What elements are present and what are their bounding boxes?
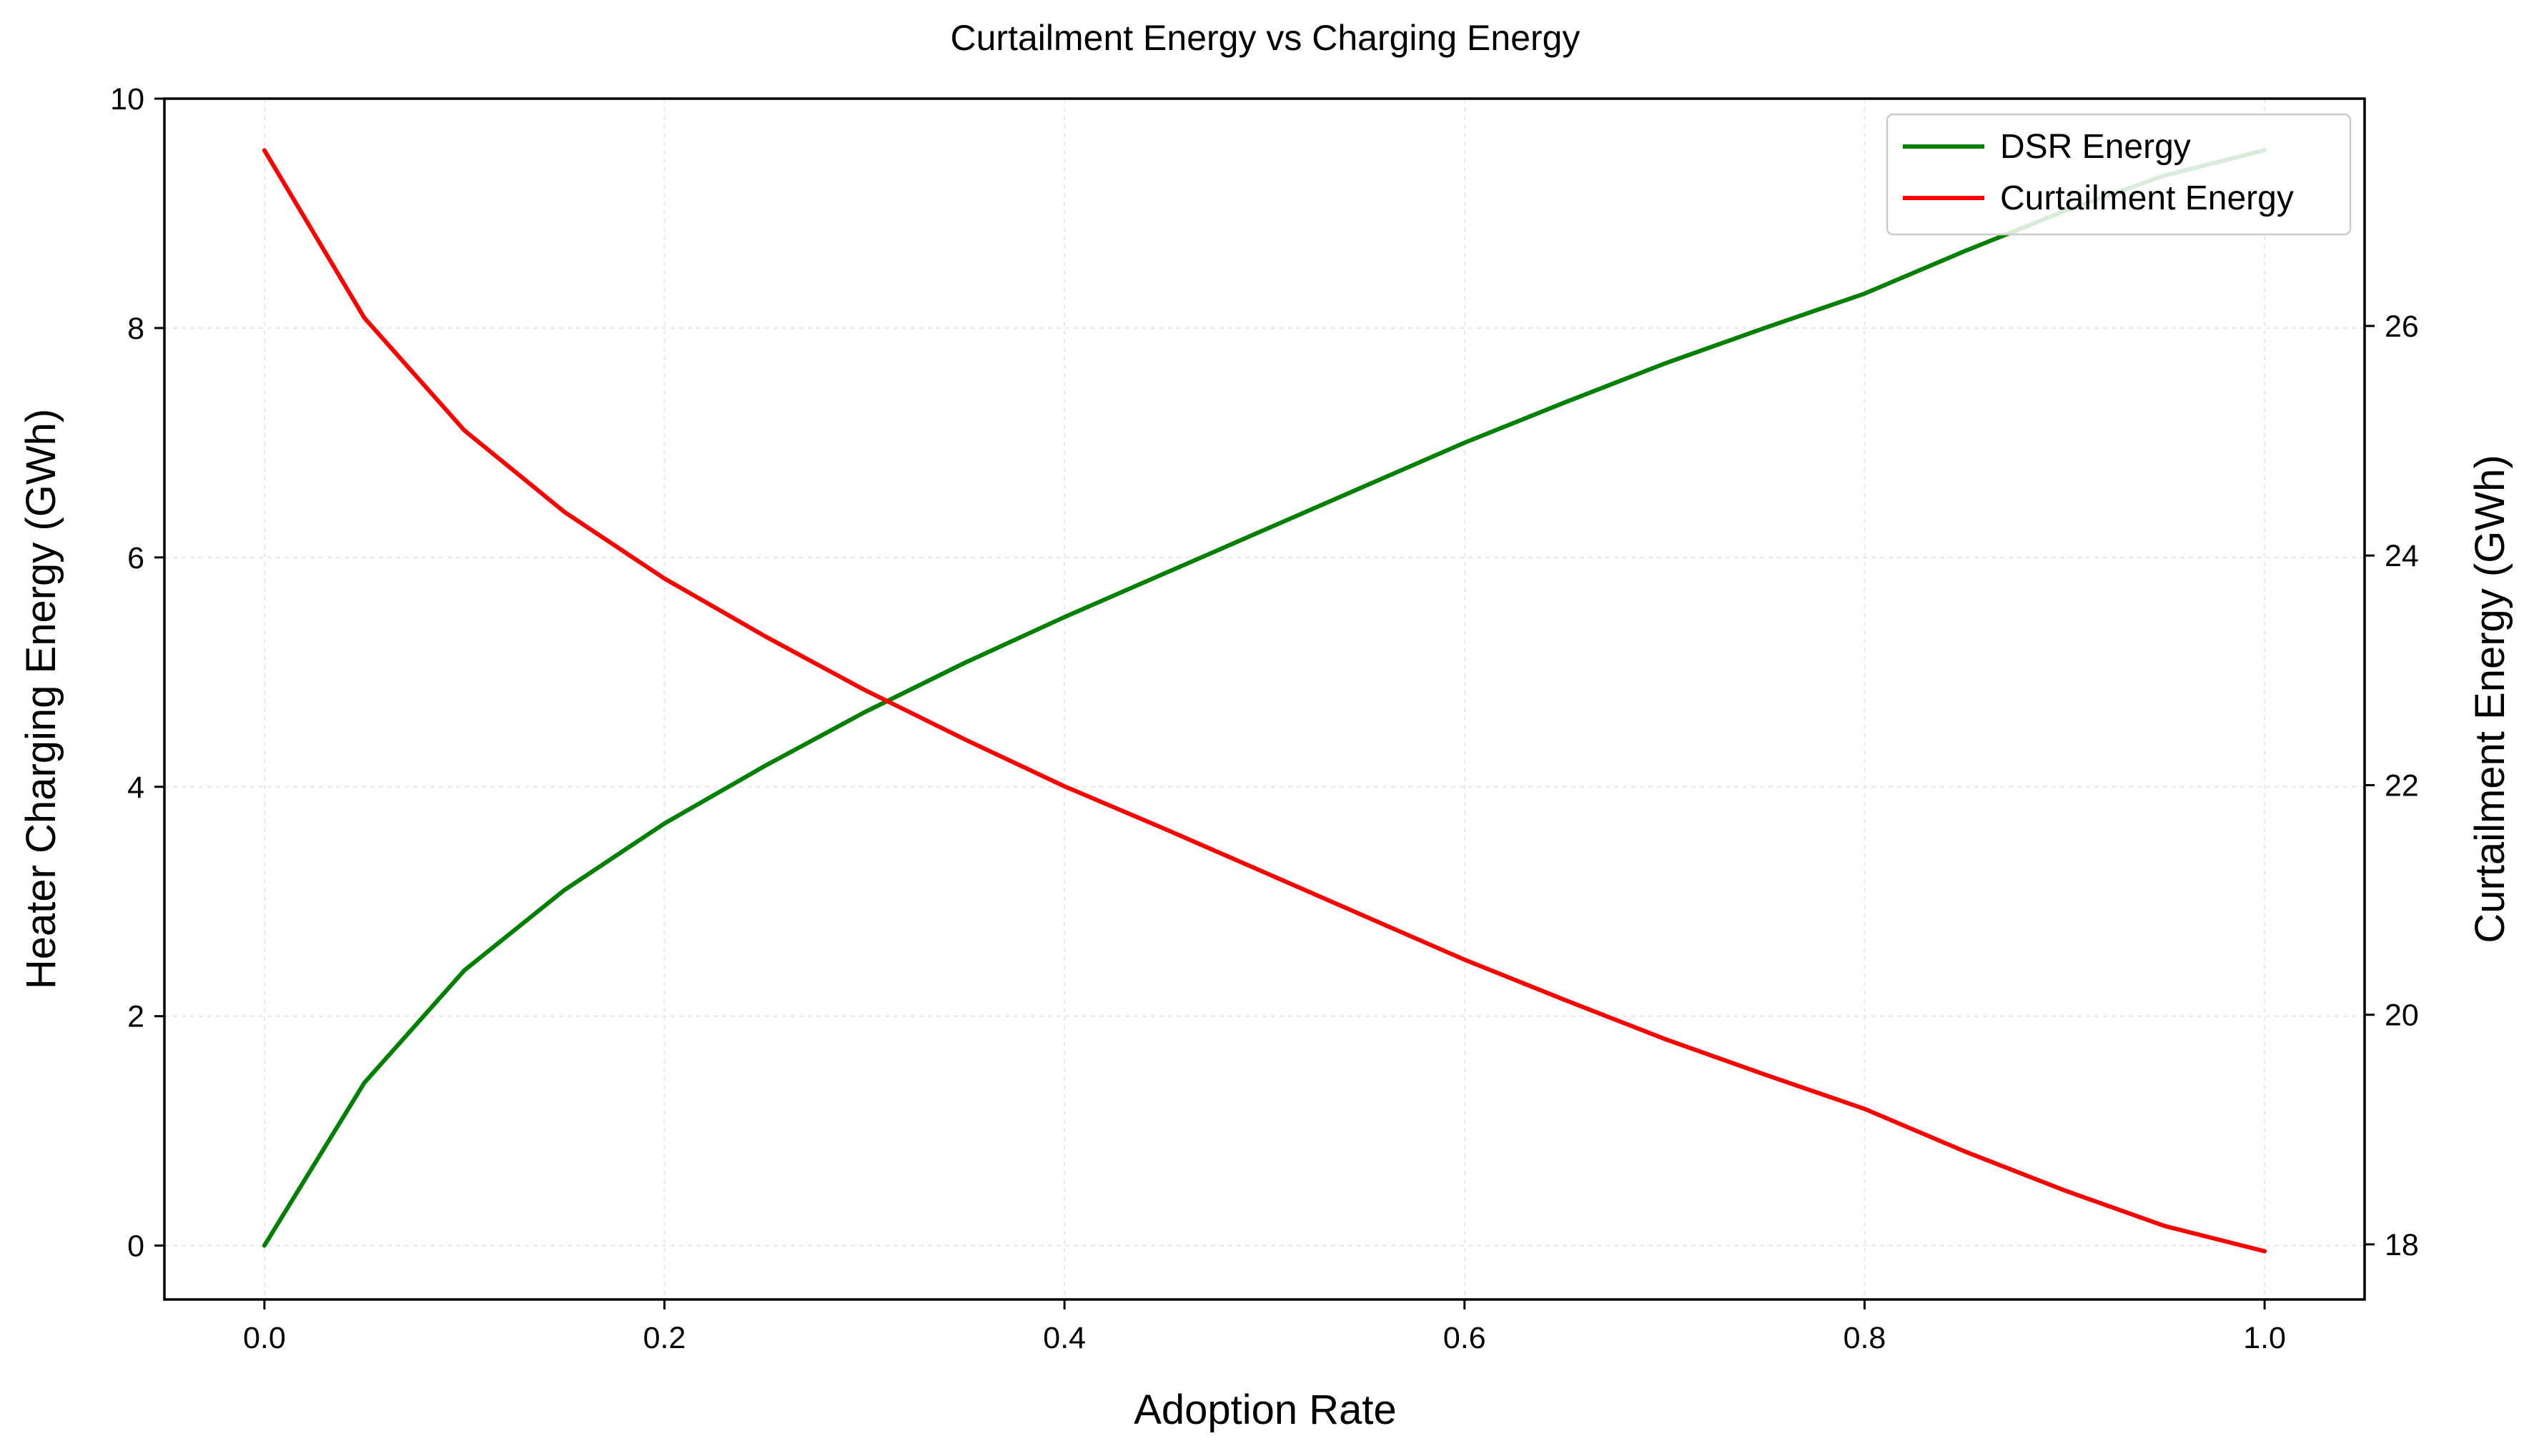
y2-tick-label: 18	[2385, 1228, 2419, 1262]
x-tick-label: 0.6	[1443, 1321, 1486, 1355]
legend: DSR Energy Curtailment Energy	[1886, 113, 2352, 236]
x-axis: 0.0 0.2 0.4 0.6 0.8 1.0	[243, 1299, 2286, 1355]
y2-tick-label: 26	[2385, 309, 2419, 344]
series-line-curtailment-energy	[262, 148, 2267, 1254]
y2-tick-label: 20	[2385, 999, 2419, 1033]
chart-title: Curtailment Energy vs Charging Energy	[951, 18, 1580, 58]
y-tick-label: 10	[110, 82, 144, 117]
legend-label-curtailment-energy: Curtailment Energy	[2000, 179, 2294, 217]
y-axis-right: 18 20 22 24 26	[2365, 309, 2419, 1262]
series-layer	[262, 148, 2267, 1254]
y-axis-left: 0 2 4 6 8 10	[110, 82, 164, 1264]
legend-box	[1886, 113, 2352, 236]
x-tick-label: 0.2	[643, 1321, 686, 1355]
y-axis-label-right: Curtailment Energy (GWh)	[2467, 455, 2513, 943]
y2-tick-label: 24	[2385, 539, 2419, 573]
x-axis-label: Adoption Rate	[1134, 1387, 1397, 1433]
x-tick-label: 0.0	[243, 1321, 286, 1355]
y-tick-label: 4	[127, 771, 144, 805]
x-tick-label: 0.4	[1043, 1321, 1086, 1355]
x-tick-label: 1.0	[2243, 1321, 2286, 1355]
series-line-dsr-energy	[262, 148, 2267, 1248]
legend-label-dsr-energy: DSR Energy	[2000, 128, 2191, 166]
y2-tick-label: 22	[2385, 768, 2419, 803]
y-axis-label-left: Heater Charging Energy (GWh)	[18, 409, 64, 989]
y-tick-label: 0	[127, 1229, 144, 1264]
plot-frame	[163, 97, 2366, 1301]
y-tick-label: 8	[127, 312, 144, 346]
y-tick-label: 6	[127, 541, 144, 575]
x-tick-label: 0.8	[1843, 1321, 1886, 1355]
y-tick-label: 2	[127, 1000, 144, 1034]
